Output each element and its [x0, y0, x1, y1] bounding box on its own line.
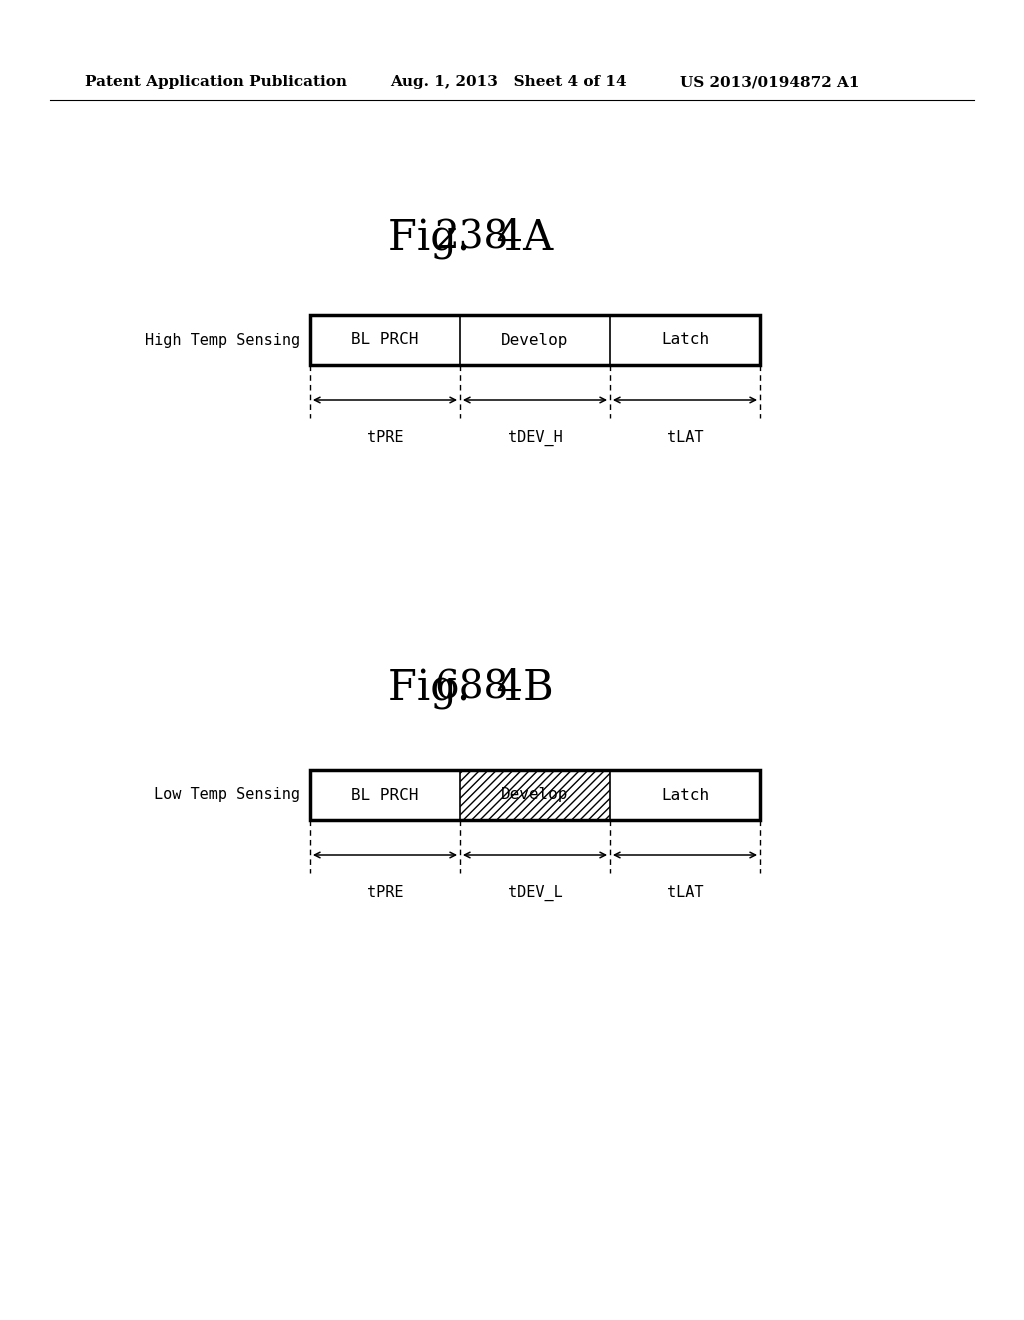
- Text: Patent Application Publication: Patent Application Publication: [85, 75, 347, 88]
- Text: tLAT: tLAT: [667, 884, 703, 900]
- Text: tLAT: tLAT: [667, 430, 703, 445]
- Text: Fig.  4B: Fig. 4B: [388, 667, 554, 709]
- Text: 238: 238: [434, 219, 508, 256]
- Text: Low Temp Sensing: Low Temp Sensing: [154, 788, 300, 803]
- Text: tDEV_H: tDEV_H: [508, 430, 562, 446]
- Text: Latch: Latch: [660, 333, 709, 347]
- Text: Latch: Latch: [660, 788, 709, 803]
- Text: Fig.  4A: Fig. 4A: [388, 216, 554, 259]
- Text: tDEV_L: tDEV_L: [508, 884, 562, 902]
- Text: BL PRCH: BL PRCH: [351, 788, 419, 803]
- Bar: [460, 770, 610, 820]
- Text: tPRE: tPRE: [367, 884, 403, 900]
- Text: tPRE: tPRE: [367, 430, 403, 445]
- Text: BL PRCH: BL PRCH: [351, 333, 419, 347]
- Text: High Temp Sensing: High Temp Sensing: [144, 333, 300, 347]
- Text: 688: 688: [434, 669, 508, 706]
- Text: Develop: Develop: [502, 333, 568, 347]
- Bar: [310, 770, 760, 820]
- Text: US 2013/0194872 A1: US 2013/0194872 A1: [680, 75, 859, 88]
- Bar: [310, 315, 760, 366]
- Text: Develop: Develop: [502, 788, 568, 803]
- Text: Aug. 1, 2013   Sheet 4 of 14: Aug. 1, 2013 Sheet 4 of 14: [390, 75, 627, 88]
